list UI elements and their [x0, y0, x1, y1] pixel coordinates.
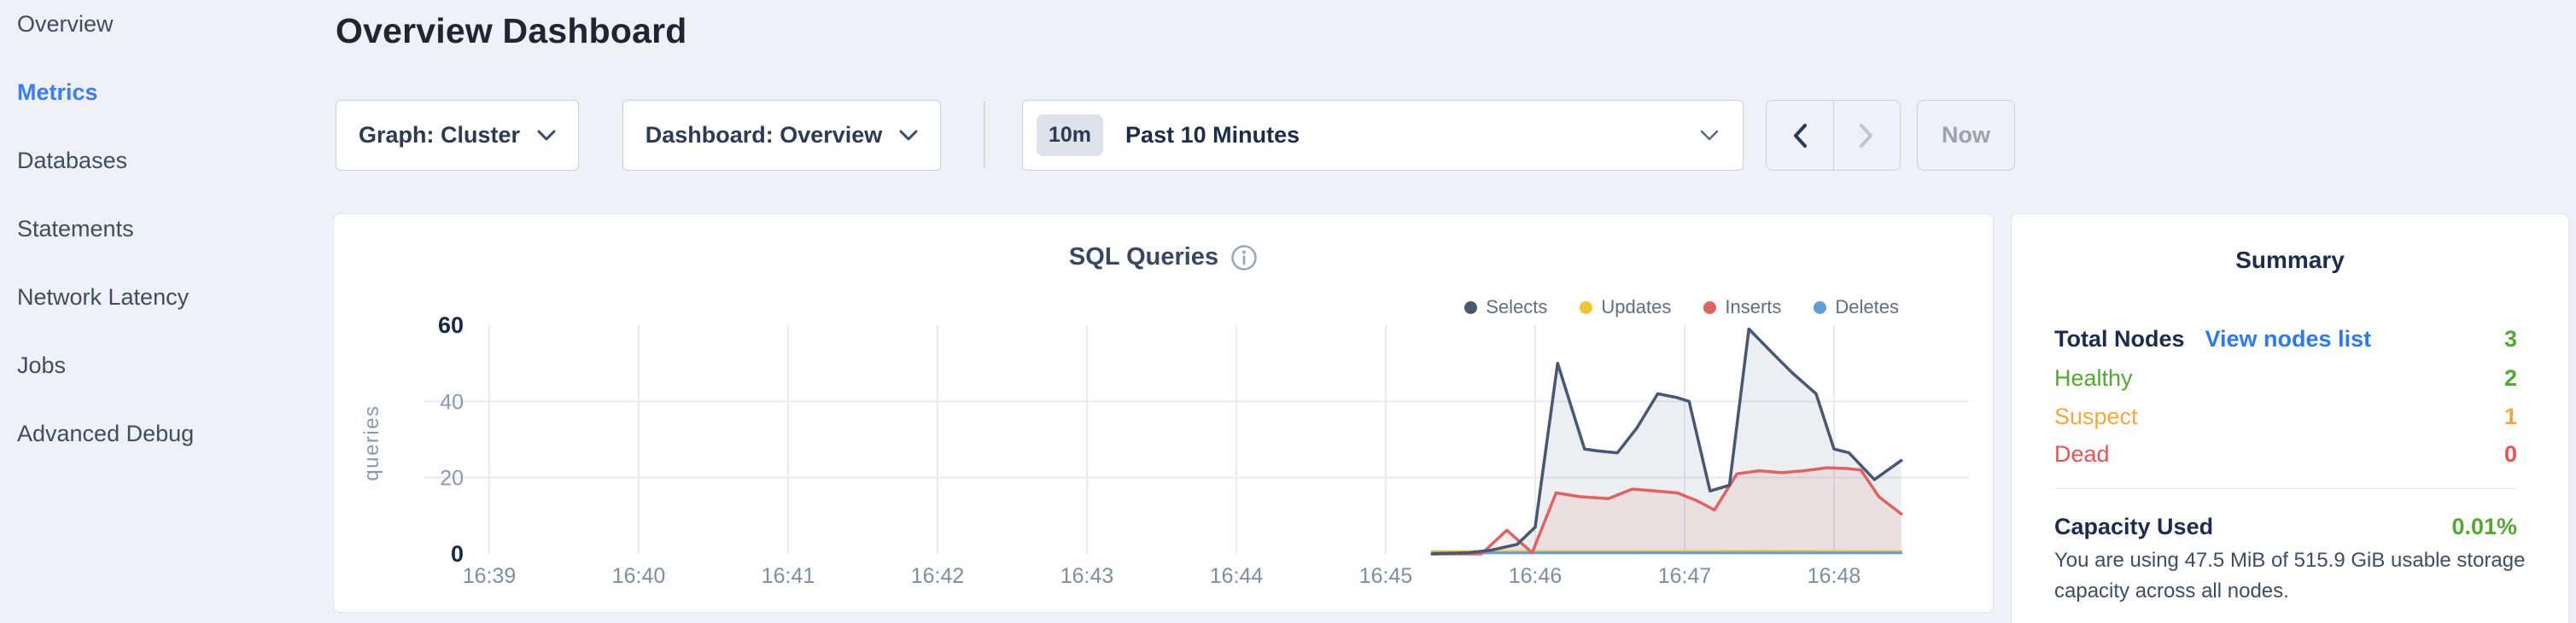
sidebar-item-label: Overview	[17, 10, 114, 37]
sidebar-item-databases[interactable]: Databases	[17, 148, 333, 173]
updates-dot-icon	[1580, 300, 1593, 314]
next-time-window-button[interactable]	[1834, 101, 1901, 170]
info-icon[interactable]	[1230, 244, 1258, 271]
legend-label: Updates	[1601, 296, 1672, 317]
capacity-used-value: 0.01%	[2451, 513, 2517, 539]
dead-label: Dead	[2054, 440, 2110, 467]
dashboard-dropdown-label: Dashboard: Overview	[645, 122, 883, 148]
total-nodes-value: 3	[2503, 325, 2517, 352]
sidebar-item-label: Statements	[17, 215, 134, 242]
time-range-badge: 10m	[1037, 114, 1104, 156]
legend-item-selects: Selects	[1464, 296, 1547, 318]
legend-label: Inserts	[1725, 296, 1782, 317]
capacity-description: You are using 47.5 MiB of 515.9 GiB usab…	[2054, 549, 2526, 603]
summary-divider	[2054, 488, 2517, 489]
svg-text:16:48: 16:48	[1808, 564, 1861, 588]
sidebar-item-jobs[interactable]: Jobs	[17, 352, 333, 378]
svg-text:16:43: 16:43	[1060, 564, 1114, 588]
dead-value: 0	[2503, 440, 2517, 467]
suspect-nodes-row: Suspect 1	[2054, 403, 2517, 430]
chevron-down-icon	[899, 130, 918, 140]
graph-scope-dropdown[interactable]: Graph: Cluster	[336, 100, 579, 171]
svg-text:16:41: 16:41	[762, 564, 815, 588]
deletes-dot-icon	[1814, 300, 1827, 314]
suspect-label: Suspect	[2054, 403, 2138, 429]
sidebar-item-label: Jobs	[17, 352, 67, 378]
view-nodes-list-link[interactable]: View nodes list	[2205, 325, 2372, 352]
svg-text:16:46: 16:46	[1509, 564, 1563, 588]
sidebar-item-label: Network Latency	[17, 283, 190, 310]
chart-title: SQL Queries	[1068, 243, 1219, 271]
healthy-label: Healthy	[2054, 364, 2133, 391]
healthy-value: 2	[2503, 364, 2517, 391]
selects-dot-icon	[1464, 300, 1478, 314]
svg-text:16:45: 16:45	[1359, 564, 1413, 588]
total-nodes-label: Total Nodes	[2054, 325, 2185, 352]
toolbar-divider	[984, 102, 985, 168]
legend-label: Deletes	[1835, 296, 1899, 317]
chevron-down-icon	[537, 130, 556, 140]
inserts-dot-icon	[1703, 300, 1717, 314]
time-pager	[1766, 100, 1901, 171]
sidebar-item-label: Databases	[17, 147, 128, 173]
svg-text:queries: queries	[360, 405, 383, 480]
total-nodes-row: Total Nodes View nodes list 3	[2054, 325, 2517, 352]
legend-item-updates: Updates	[1580, 296, 1671, 318]
legend-label: Selects	[1486, 296, 1548, 317]
sidebar-item-metrics[interactable]: Metrics	[17, 79, 333, 105]
legend-item-deletes: Deletes	[1814, 296, 1899, 318]
dashboard-dropdown[interactable]: Dashboard: Overview	[622, 100, 941, 171]
svg-text:16:47: 16:47	[1658, 564, 1712, 588]
svg-text:0: 0	[451, 541, 464, 567]
svg-text:20: 20	[440, 467, 464, 491]
sidebar: Overview Metrics Databases Statements Ne…	[0, 0, 333, 623]
previous-time-window-button[interactable]	[1767, 101, 1834, 170]
svg-text:16:44: 16:44	[1210, 564, 1264, 588]
svg-text:40: 40	[440, 390, 464, 414]
dead-nodes-row: Dead 0	[2054, 440, 2517, 468]
svg-text:16:42: 16:42	[911, 564, 965, 588]
svg-text:16:40: 16:40	[612, 564, 666, 588]
chevron-left-icon	[1793, 123, 1807, 148]
sidebar-item-statements[interactable]: Statements	[17, 216, 333, 242]
healthy-nodes-row: Healthy 2	[2054, 364, 2517, 392]
legend-item-inserts: Inserts	[1703, 296, 1781, 318]
now-button[interactable]: Now	[1917, 100, 2015, 171]
time-range-picker[interactable]: 10m Past 10 Minutes	[1022, 100, 1744, 171]
now-button-label: Now	[1942, 122, 1990, 148]
svg-text:16:39: 16:39	[463, 564, 517, 588]
sidebar-item-label: Advanced Debug	[17, 420, 195, 446]
svg-text:60: 60	[438, 312, 464, 338]
time-range-label: Past 10 Minutes	[1125, 122, 1300, 148]
sql-queries-chart-card: SQL Queries Selects Updates Inserts Dele…	[333, 213, 1994, 613]
sidebar-item-advanced-debug[interactable]: Advanced Debug	[17, 421, 333, 446]
suspect-value: 1	[2503, 403, 2517, 429]
chevron-right-icon	[1860, 123, 1873, 148]
capacity-used-label: Capacity Used	[2054, 513, 2214, 539]
sidebar-item-network-latency[interactable]: Network Latency	[17, 284, 333, 310]
page-title: Overview Dashboard	[336, 11, 687, 50]
summary-title: Summary	[2235, 247, 2345, 273]
summary-panel: Summary Total Nodes View nodes list 3 He…	[2011, 213, 2569, 623]
capacity-used-row: Capacity Used 0.01%	[2054, 513, 2517, 540]
chart-legend: Selects Updates Inserts Deletes	[1464, 296, 1899, 318]
sidebar-item-label: Metrics	[17, 79, 98, 105]
sidebar-item-overview[interactable]: Overview	[17, 11, 333, 37]
chevron-down-icon	[1700, 130, 1719, 140]
graph-scope-dropdown-label: Graph: Cluster	[358, 122, 521, 148]
sql-queries-plot[interactable]: 16:39 16:40 16:41 16:42 16:43 16:44 16:45 16:46…	[334, 214, 1995, 614]
